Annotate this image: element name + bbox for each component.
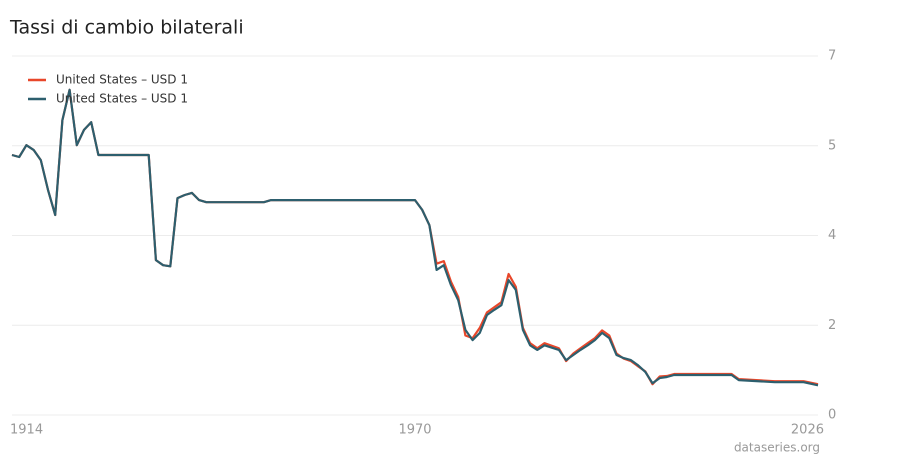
y-tick-label: 7 <box>828 49 836 64</box>
x-tick-label: 1914 <box>10 423 43 438</box>
legend-label: United States – USD 1 <box>56 92 188 106</box>
x-tick-label: 1970 <box>398 423 431 438</box>
series-line <box>11 88 819 386</box>
chart-title: Tassi di cambio bilaterali <box>9 17 244 39</box>
series-line <box>11 88 819 387</box>
source: dataseries.org <box>734 441 820 455</box>
x-tick-label: 2026 <box>791 423 824 438</box>
y-tick-label: 4 <box>828 228 836 243</box>
y-tick-label: 0 <box>828 408 836 423</box>
y-tick-label: 5 <box>828 138 836 153</box>
y-tick-label: 2 <box>828 318 836 333</box>
legend-label: United States – USD 1 <box>56 73 188 87</box>
